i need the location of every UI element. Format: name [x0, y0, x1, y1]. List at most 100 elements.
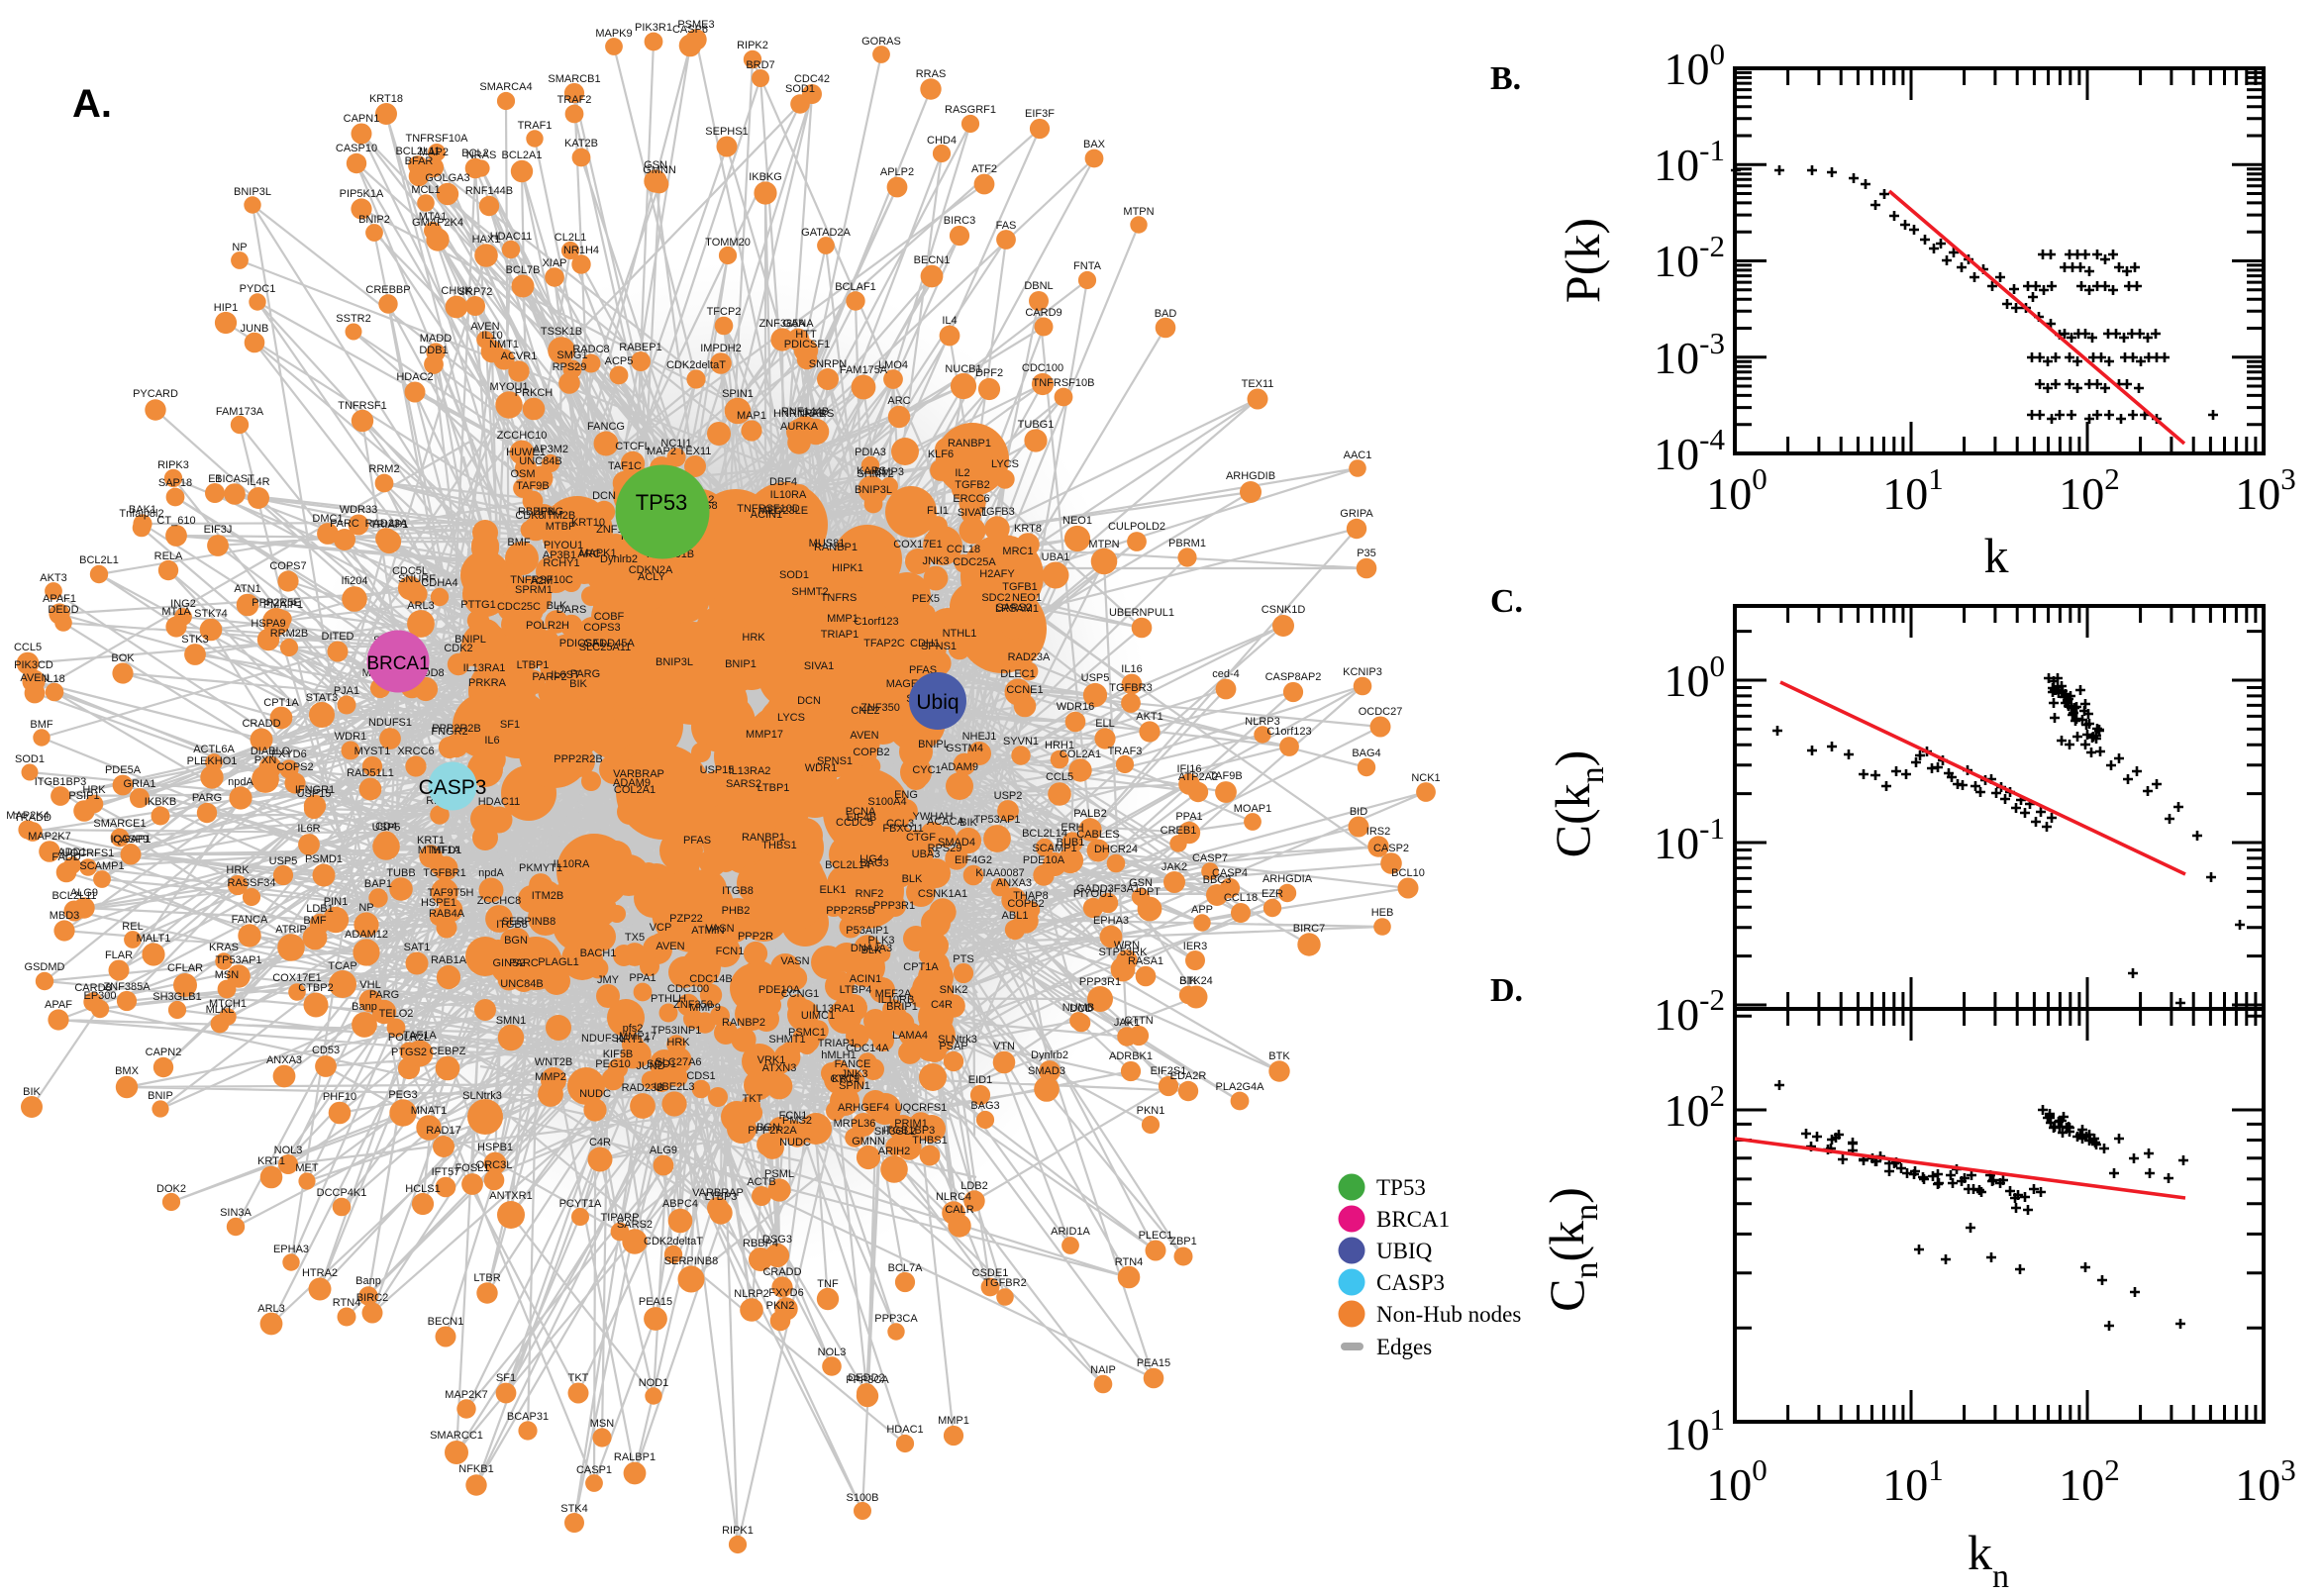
svg-text:RAD17: RAD17: [426, 1125, 460, 1137]
svg-text:MMP17: MMP17: [619, 1031, 656, 1043]
svg-text:ABPC4: ABPC4: [662, 1198, 698, 1210]
svg-text:CCL18: CCL18: [1224, 892, 1258, 904]
svg-text:CL2L1: CL2L1: [555, 232, 586, 244]
svg-text:IKBKB: IKBKB: [145, 796, 176, 808]
svg-text:LTBR: LTBR: [473, 1272, 500, 1284]
svg-text:STK3: STK3: [181, 634, 209, 646]
svg-text:ARHGDIB: ARHGDIB: [1226, 470, 1275, 482]
svg-text:TP53AP1: TP53AP1: [973, 814, 1020, 826]
svg-text:NUMB: NUMB: [1062, 1002, 1094, 1014]
svg-text:CARD9: CARD9: [1025, 307, 1061, 319]
svg-text:LAMA4: LAMA4: [892, 1030, 928, 1042]
svg-text:SPRM1: SPRM1: [515, 584, 553, 596]
svg-text:FANCG: FANCG: [587, 421, 625, 433]
svg-text:KRT14: KRT14: [616, 1034, 650, 1046]
svg-text:VASN: VASN: [780, 955, 809, 967]
svg-text:HDAC11: HDAC11: [490, 231, 533, 243]
svg-text:CHD4: CHD4: [927, 135, 957, 147]
svg-text:BIK: BIK: [23, 1086, 41, 1098]
svg-text:CDK2deltaT: CDK2deltaT: [644, 1236, 703, 1247]
svg-text:ACTB: ACTB: [747, 1176, 775, 1188]
svg-text:GMNN: GMNN: [852, 1136, 885, 1147]
svg-text:BGN: BGN: [504, 935, 528, 947]
svg-text:WNT2B: WNT2B: [535, 1056, 573, 1068]
svg-text:BNIP3L: BNIP3L: [234, 186, 271, 198]
svg-text:NEO1: NEO1: [1012, 592, 1042, 604]
svg-text:SH3GLB1: SH3GLB1: [152, 991, 202, 1003]
svg-text:SLNtrk3: SLNtrk3: [938, 1034, 977, 1046]
svg-text:BBC3: BBC3: [1203, 874, 1232, 886]
svg-text:PARG: PARG: [369, 989, 399, 1001]
svg-text:MED23LE: MED23LE: [758, 505, 808, 517]
svg-text:SOD1: SOD1: [779, 569, 809, 581]
svg-text:ZCCHC8: ZCCHC8: [477, 895, 522, 907]
svg-text:LDB2: LDB2: [960, 1180, 988, 1192]
svg-text:PYDC1: PYDC1: [240, 283, 276, 295]
svg-text:ITM2B: ITM2B: [544, 510, 575, 522]
svg-text:ced-4: ced-4: [1212, 668, 1240, 680]
svg-text:GORAS: GORAS: [861, 36, 901, 48]
svg-text:RANBP1: RANBP1: [814, 542, 858, 553]
svg-text:NHEJ1: NHEJ1: [962, 731, 997, 743]
svg-text:DBF4: DBF4: [769, 476, 797, 488]
svg-text:Non-Hub nodes: Non-Hub nodes: [1376, 1302, 1521, 1327]
svg-text:PPP2R2B: PPP2R2B: [432, 723, 481, 735]
svg-text:PKMYT1: PKMYT1: [519, 862, 562, 874]
svg-text:BCL2L14: BCL2L14: [1022, 828, 1067, 840]
svg-text:CCNE1: CCNE1: [1006, 684, 1043, 696]
svg-text:SLC25A11: SLC25A11: [579, 642, 631, 653]
svg-text:BRIP1: BRIP1: [886, 1001, 918, 1013]
svg-text:ATP2A2: ATP2A2: [1178, 771, 1218, 783]
svg-text:BAK1: BAK1: [129, 504, 156, 516]
svg-text:BNIP2: BNIP2: [358, 214, 390, 226]
svg-text:ELL: ELL: [1095, 718, 1115, 730]
svg-text:PJA1: PJA1: [334, 685, 359, 697]
svg-text:IL18: IL18: [44, 673, 64, 685]
svg-text:CRADD: CRADD: [762, 1266, 801, 1278]
svg-text:ACIN1: ACIN1: [850, 973, 881, 985]
svg-text:AURKA: AURKA: [780, 421, 819, 433]
svg-text:BRCA1: BRCA1: [366, 653, 429, 674]
svg-text:CASP4: CASP4: [1212, 867, 1248, 879]
svg-text:KRT18: KRT18: [369, 93, 403, 105]
svg-text:ANXA3: ANXA3: [996, 877, 1032, 889]
svg-text:H2AFY: H2AFY: [979, 568, 1015, 580]
svg-text:SMARCE1: SMARCE1: [93, 818, 146, 830]
svg-text:KIAA0087: KIAA0087: [975, 867, 1025, 879]
svg-text:TEX11: TEX11: [1242, 378, 1274, 390]
svg-text:DBNL: DBNL: [1024, 280, 1053, 292]
svg-text:VTN: VTN: [993, 1041, 1015, 1052]
svg-text:ITGB8: ITGB8: [722, 885, 754, 897]
svg-text:BCL2L1: BCL2L1: [79, 554, 119, 566]
svg-text:HEB: HEB: [1371, 907, 1394, 919]
svg-text:B.: B.: [1490, 60, 1521, 97]
svg-text:RPS29: RPS29: [928, 843, 962, 854]
svg-text:GMNN: GMNN: [643, 164, 676, 176]
svg-text:LRSAM1: LRSAM1: [995, 603, 1039, 615]
svg-text:MAP2: MAP2: [419, 147, 449, 158]
svg-text:DARS: DARS: [556, 604, 587, 616]
svg-text:PLAGL1: PLAGL1: [538, 956, 579, 968]
svg-text:KRT1: KRT1: [417, 835, 445, 847]
svg-text:ITGB8: ITGB8: [496, 919, 528, 931]
svg-text:PIN1: PIN1: [324, 896, 348, 908]
svg-text:ZCCHC10: ZCCHC10: [497, 430, 548, 442]
svg-text:IL10RA: IL10RA: [770, 489, 807, 501]
svg-text:DIABLO: DIABLO: [251, 746, 291, 757]
svg-text:FANCE: FANCE: [835, 1058, 871, 1070]
svg-text:MADD: MADD: [420, 333, 452, 345]
svg-text:PLK3: PLK3: [868, 935, 895, 947]
svg-text:BCL2L11: BCL2L11: [51, 890, 96, 902]
svg-text:BAX: BAX: [1083, 139, 1106, 150]
svg-text:HCLS1: HCLS1: [405, 1183, 440, 1195]
svg-text:IFT57: IFT57: [432, 1166, 460, 1178]
svg-text:CSDE1: CSDE1: [972, 1267, 1009, 1279]
svg-text:TNF: TNF: [817, 1278, 839, 1290]
svg-text:STP53RK: STP53RK: [1099, 947, 1149, 958]
svg-text:10-4: 10-4: [1654, 422, 1725, 479]
svg-text:CFLAR: CFLAR: [167, 962, 203, 974]
svg-text:AKT3: AKT3: [40, 572, 67, 584]
svg-text:UBA1: UBA1: [1042, 551, 1070, 563]
svg-text:Dynlrb2: Dynlrb2: [600, 553, 638, 565]
svg-text:FAM175A: FAM175A: [840, 364, 888, 376]
